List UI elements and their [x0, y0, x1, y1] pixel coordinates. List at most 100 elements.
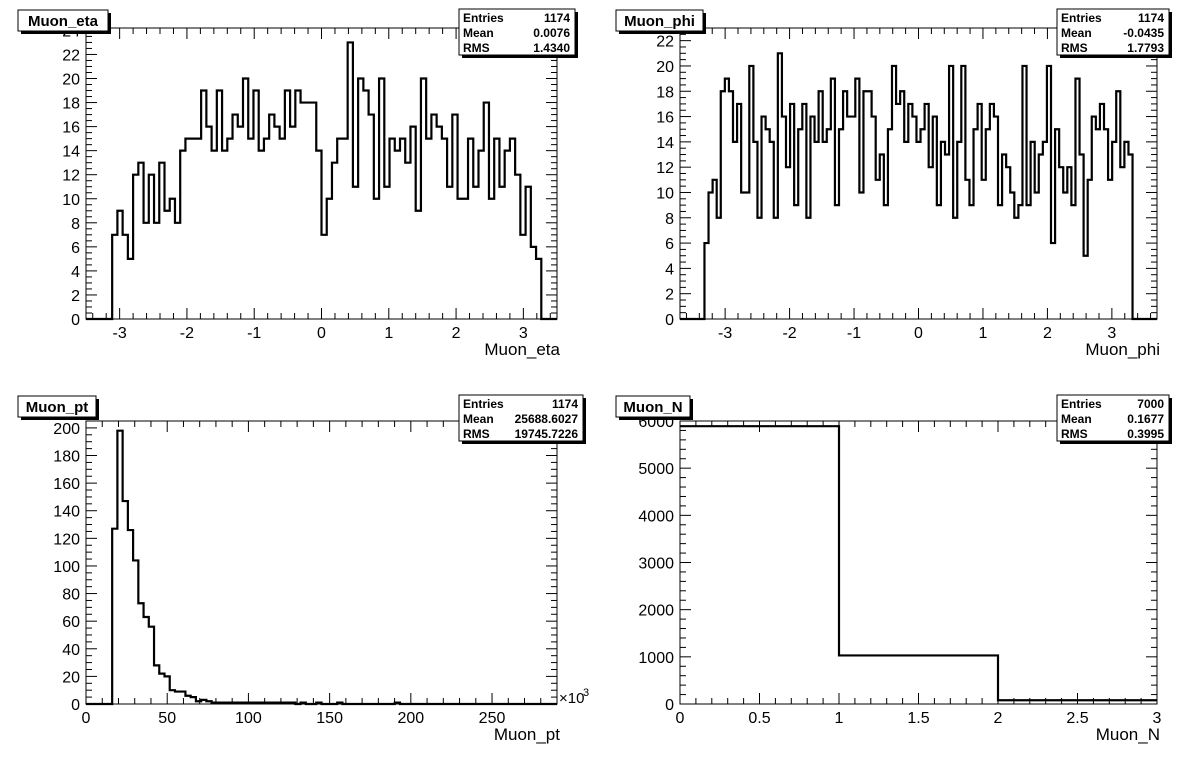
muon-n-xtick-label: 3 [1153, 710, 1162, 727]
muon-phi-bin [847, 117, 851, 319]
muon-phi-xtick-label: -3 [718, 325, 732, 342]
muon-eta-stat-value: 0.0076 [533, 26, 570, 40]
muon-phi-bin [863, 91, 867, 319]
muon-eta-ytick-label: 20 [62, 72, 80, 89]
muon-phi-bin [806, 218, 810, 319]
muon-phi-bin [1059, 167, 1063, 319]
muon-eta-bin [149, 175, 154, 319]
muon-n-xtick-label: 0.5 [748, 710, 770, 727]
muon-eta-bin [212, 151, 217, 319]
muon-pt-title-box [17, 395, 97, 418]
muon-eta-xtick-label: -3 [113, 325, 127, 342]
muon-eta-bin [316, 151, 321, 319]
muon-pt-ytick-label: 40 [62, 642, 80, 659]
muon-phi-bin [868, 91, 872, 319]
muon-phi-bin [876, 180, 880, 319]
muon-pt-bin [175, 692, 180, 704]
muon-phi-bin [855, 79, 859, 319]
muon-pt-histogram-line [86, 429, 557, 706]
muon-phi-bin [1031, 142, 1035, 319]
muon-n-title: Muon_N [623, 399, 682, 416]
muon-eta-bin [290, 127, 295, 319]
muon-eta-bin [526, 187, 531, 319]
muon-eta-bin [295, 91, 300, 319]
muon-phi-bin [908, 104, 912, 319]
muon-phi-ytick-label: 22 [656, 34, 674, 51]
muon-eta-bin [165, 211, 170, 319]
muon-pt-bin [170, 690, 175, 704]
muon-eta-bin [128, 259, 133, 319]
muon-phi-ytick-label: 12 [656, 160, 674, 177]
muon-n-title-box [615, 395, 691, 418]
muon-eta-bin [170, 199, 175, 319]
muon-eta-ytick-label: 2 [71, 288, 80, 305]
muon-pt-bin [253, 703, 258, 704]
muon-eta-bin [458, 199, 463, 319]
muon-pt-bin [222, 703, 227, 704]
muon-pt-ytick-label: 60 [62, 614, 80, 631]
muon-eta-bin [374, 199, 379, 319]
muon-pt-xtick-label: 200 [397, 710, 424, 727]
muon-eta-stats-box [458, 8, 576, 56]
muon-phi-bin [900, 91, 904, 319]
muon-n-x-axis-title: Muon_N [1096, 725, 1160, 744]
muon-eta-bin [426, 139, 431, 319]
muon-eta-bin [117, 211, 122, 319]
muon-pt-bin [290, 703, 295, 704]
muon-phi-ytick-label: 8 [665, 211, 674, 228]
muon-phi-bin [729, 91, 733, 319]
muon-eta-ytick-label: 14 [62, 144, 80, 161]
muon-pt-bin [238, 703, 243, 704]
muon-phi-stat-value: 1.7793 [1127, 41, 1164, 55]
muon-phi-bin [1108, 180, 1112, 319]
muon-phi-bin [1092, 117, 1096, 319]
muon-phi-ytick-label: 16 [656, 110, 674, 127]
muon-n-stat-label: Mean [1061, 412, 1092, 426]
muon-phi-bin [1104, 129, 1108, 319]
muon-eta-bin [238, 127, 243, 319]
muon-phi-bin [770, 142, 774, 319]
muon-eta-bin [322, 235, 327, 319]
muon-phi-xtick-label: 0 [914, 325, 923, 342]
muon-phi-bin [802, 104, 806, 319]
muon-pt-bin [144, 617, 149, 704]
muon-phi-bin [949, 66, 953, 319]
muon-phi-bin [778, 53, 782, 319]
muon-n-ytick-label: 5000 [638, 461, 674, 478]
muon-eta-bin [342, 139, 347, 319]
muon-phi-bin [757, 218, 761, 319]
muon-pt-ytick-label: 120 [53, 531, 80, 548]
muon-eta-bin [515, 175, 520, 319]
muon-n-stats-box [1056, 394, 1170, 442]
muon-phi-bin [1002, 155, 1006, 319]
muon-phi-bin [766, 129, 770, 319]
muon-phi-ytick-label: 6 [665, 236, 674, 253]
muon-eta-bin [337, 139, 342, 319]
muon-phi-bin [753, 142, 757, 319]
muon-pt-bin [269, 703, 274, 704]
muon-phi-bin [916, 142, 920, 319]
muon-phi-bin [884, 205, 888, 319]
muon-phi-stat-label: RMS [1061, 41, 1088, 55]
muon-n-stat-label: Entries [1061, 397, 1102, 411]
muon-phi-bin [986, 129, 990, 319]
muon-pt-bin [316, 703, 321, 704]
muon-eta-bin [185, 139, 190, 319]
muon-pt-bin [395, 703, 400, 704]
muon-eta-bin [499, 187, 504, 319]
muon-phi-bin [990, 104, 994, 319]
muon-n-xtick-label: 0 [676, 710, 685, 727]
muon-phi-stats-box [1056, 8, 1170, 56]
muon-n-ytick-label: 3000 [638, 556, 674, 573]
muon-phi-bin [994, 117, 998, 319]
muon-phi-bin [941, 142, 945, 319]
muon-pt-bin [233, 703, 238, 704]
muon-pt-ytick-label: 0 [71, 697, 80, 714]
muon-n-ytick-label: 0 [665, 697, 674, 714]
muon-eta-bin [505, 151, 510, 319]
muon-pt-bin [159, 674, 164, 704]
muon-phi-stat-label: Mean [1061, 26, 1092, 40]
muon-phi-histogram-line [680, 52, 1157, 321]
muon-phi-ytick-label: 18 [656, 84, 674, 101]
muon-eta-ytick-label: 16 [62, 120, 80, 137]
